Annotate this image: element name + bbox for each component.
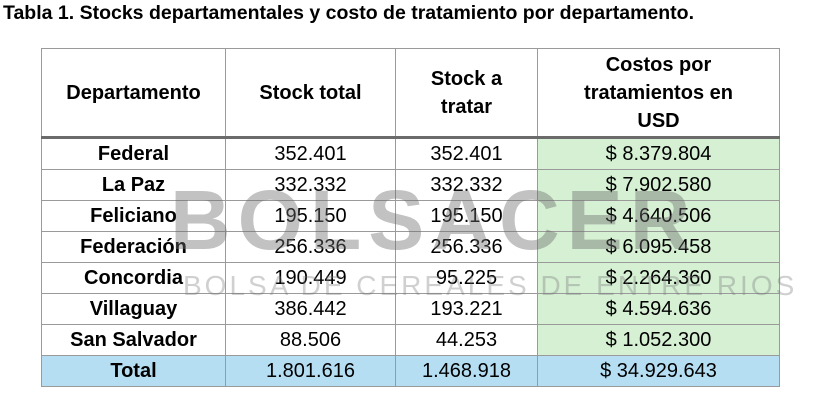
- cell-costo: $ 7.902.580: [537, 169, 780, 201]
- cell-departamento: Federal: [41, 137, 226, 170]
- cell-costo: $ 1.052.300: [537, 324, 780, 356]
- cell-stock-a-tratar: 256.336: [395, 231, 538, 263]
- table-caption: Tabla 1. Stocks departamentales y costo …: [3, 2, 694, 24]
- header-departamento: Departamento: [41, 48, 226, 139]
- cell-departamento: San Salvador: [41, 324, 226, 356]
- header-stock-a-tratar-label: Stock a tratar: [430, 67, 503, 118]
- cell-stock-total: 88.506: [225, 324, 396, 356]
- stocks-table: Departamento Stock total Stock a tratar …: [41, 48, 780, 387]
- cell-departamento: Federación: [41, 231, 226, 263]
- cell-costo: $ 6.095.458: [537, 231, 780, 263]
- header-costos-label: Costos por tratamientos en USD: [584, 53, 733, 132]
- cell-stock-a-tratar: 352.401: [395, 137, 538, 170]
- cell-stock-a-tratar: 95.225: [395, 262, 538, 294]
- header-costos: Costos por tratamientos en USD: [537, 48, 780, 139]
- table-row: Feliciano 195.150 195.150 $ 4.640.506: [41, 200, 780, 232]
- cell-stock-total: 352.401: [225, 137, 396, 170]
- cell-departamento: Concordia: [41, 262, 226, 294]
- cell-total-costo: $ 34.929.643: [537, 355, 780, 387]
- cell-costo: $ 4.640.506: [537, 200, 780, 232]
- cell-stock-total: 256.336: [225, 231, 396, 263]
- cell-stock-a-tratar: 332.332: [395, 169, 538, 201]
- table-row: San Salvador 88.506 44.253 $ 1.052.300: [41, 324, 780, 356]
- cell-stock-total: 195.150: [225, 200, 396, 232]
- cell-total-stock-a-tratar: 1.468.918: [395, 355, 538, 387]
- cell-stock-total: 386.442: [225, 293, 396, 325]
- cell-costo: $ 8.379.804: [537, 137, 780, 170]
- total-row: Total 1.801.616 1.468.918 $ 34.929.643: [41, 355, 780, 387]
- table-row: Concordia 190.449 95.225 $ 2.264.360: [41, 262, 780, 294]
- cell-costo: $ 4.594.636: [537, 293, 780, 325]
- cell-stock-total: 190.449: [225, 262, 396, 294]
- table-row: Federación 256.336 256.336 $ 6.095.458: [41, 231, 780, 263]
- table-row: Federal 352.401 352.401 $ 8.379.804: [41, 137, 780, 170]
- cell-departamento: Villaguay: [41, 293, 226, 325]
- table-row: Villaguay 386.442 193.221 $ 4.594.636: [41, 293, 780, 325]
- header-stock-a-tratar: Stock a tratar: [395, 48, 538, 139]
- header-row: Departamento Stock total Stock a tratar …: [41, 48, 780, 139]
- cell-departamento: Feliciano: [41, 200, 226, 232]
- cell-stock-a-tratar: 195.150: [395, 200, 538, 232]
- cell-costo: $ 2.264.360: [537, 262, 780, 294]
- cell-stock-a-tratar: 44.253: [395, 324, 538, 356]
- table-row: La Paz 332.332 332.332 $ 7.902.580: [41, 169, 780, 201]
- cell-stock-total: 332.332: [225, 169, 396, 201]
- cell-departamento: La Paz: [41, 169, 226, 201]
- header-stock-total: Stock total: [225, 48, 396, 139]
- cell-total-stock-total: 1.801.616: [225, 355, 396, 387]
- cell-total-label: Total: [41, 355, 226, 387]
- cell-stock-a-tratar: 193.221: [395, 293, 538, 325]
